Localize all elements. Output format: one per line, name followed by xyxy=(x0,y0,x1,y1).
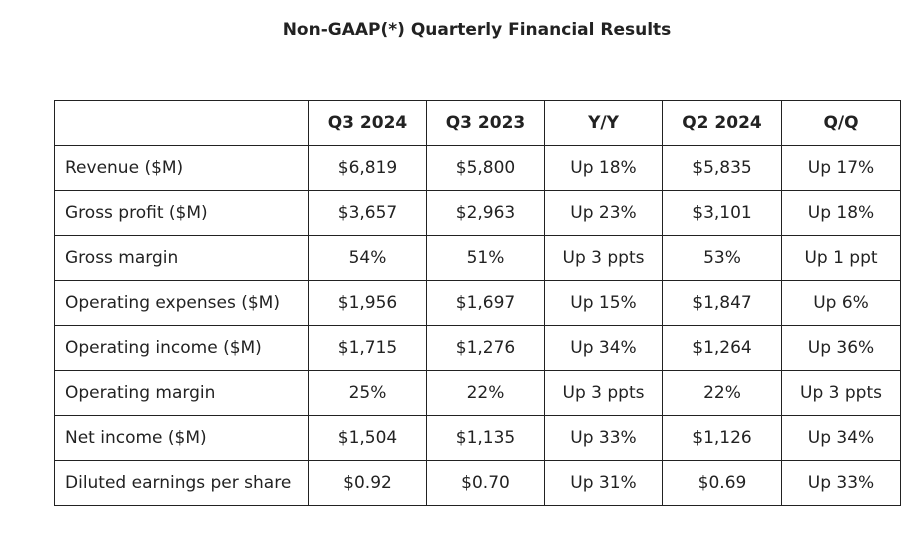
table-row: Gross profit ($M) $3,657 $2,963 Up 23% $3,10… xyxy=(54,190,901,236)
value-cell: 54% xyxy=(308,235,427,281)
header-cell-q3-2024: Q3 2024 xyxy=(308,100,427,146)
value-cell: 22% xyxy=(662,370,782,416)
header-cell-q3-2023: Q3 2023 xyxy=(426,100,545,146)
value-cell: $5,835 xyxy=(662,145,782,191)
value-cell: Up 15% xyxy=(544,280,663,326)
value-cell: Up 36% xyxy=(781,325,901,371)
table-row: Diluted earnings per share $0.92 $0.70 Up 3… xyxy=(54,460,901,506)
value-cell: $3,101 xyxy=(662,190,782,236)
value-cell: $0.92 xyxy=(308,460,427,506)
row-label-cell: Operating income ($M) xyxy=(54,325,309,371)
table-row: Operating expenses ($M) $1,956 $1,697 Up 15… xyxy=(54,280,901,326)
value-cell: Up 31% xyxy=(544,460,663,506)
table-row: Operating income ($M) $1,715 $1,276 Up 34% $… xyxy=(54,325,901,371)
value-cell: Up 33% xyxy=(781,460,901,506)
value-cell: $6,819 xyxy=(308,145,427,191)
value-cell: Up 3 ppts xyxy=(544,235,663,281)
value-cell: $1,697 xyxy=(426,280,545,326)
row-label-cell: Gross profit ($M) xyxy=(54,190,309,236)
value-cell: Up 3 ppts xyxy=(544,370,663,416)
table-row: Net income ($M) $1,504 $1,135 Up 33% $1,126 U… xyxy=(54,415,901,461)
row-label-cell: Operating margin xyxy=(54,370,309,416)
row-label-cell: Net income ($M) xyxy=(54,415,309,461)
table-row: Revenue ($M) $6,819 $5,800 Up 18% $5,835 Up 1… xyxy=(54,145,901,191)
value-cell: Up 17% xyxy=(781,145,901,191)
page-title: Non-GAAP(*) Quarterly Financial Results xyxy=(282,20,672,40)
value-cell: $3,657 xyxy=(308,190,427,236)
value-cell: $1,956 xyxy=(308,280,427,326)
value-cell: Up 33% xyxy=(544,415,663,461)
header-cell-blank xyxy=(54,100,309,146)
value-cell: Up 6% xyxy=(781,280,901,326)
header-cell-yy: Y/Y xyxy=(544,100,663,146)
value-cell: $1,264 xyxy=(662,325,782,371)
value-cell: $1,276 xyxy=(426,325,545,371)
financial-results-table: Q3 2024 Q3 2023 Y/Y Q2 2024 Q/Q Revenue … xyxy=(54,100,901,506)
value-cell: 51% xyxy=(426,235,545,281)
row-label-cell: Operating expenses ($M) xyxy=(54,280,309,326)
value-cell: $0.69 xyxy=(662,460,782,506)
value-cell: $2,963 xyxy=(426,190,545,236)
value-cell: 22% xyxy=(426,370,545,416)
table-header-row: Q3 2024 Q3 2023 Y/Y Q2 2024 Q/Q xyxy=(54,100,901,146)
header-cell-q2-2024: Q2 2024 xyxy=(662,100,782,146)
value-cell: $5,800 xyxy=(426,145,545,191)
value-cell: 53% xyxy=(662,235,782,281)
value-cell: $1,715 xyxy=(308,325,427,371)
value-cell: $0.70 xyxy=(426,460,545,506)
value-cell: Up 3 ppts xyxy=(781,370,901,416)
value-cell: $1,504 xyxy=(308,415,427,461)
table-row: Operating margin 25% 22% Up 3 ppts 22% Up 3 p… xyxy=(54,370,901,416)
value-cell: Up 34% xyxy=(544,325,663,371)
value-cell: $1,135 xyxy=(426,415,545,461)
table-body: Revenue ($M) $6,819 $5,800 Up 18% $5,835 Up 1… xyxy=(54,145,901,506)
value-cell: Up 18% xyxy=(781,190,901,236)
value-cell: Up 34% xyxy=(781,415,901,461)
table-row: Gross margin 54% 51% Up 3 ppts 53% Up 1 ppt xyxy=(54,235,901,281)
value-cell: Up 23% xyxy=(544,190,663,236)
value-cell: $1,126 xyxy=(662,415,782,461)
row-label-cell: Diluted earnings per share xyxy=(54,460,309,506)
header-cell-qq: Q/Q xyxy=(781,100,901,146)
value-cell: Up 18% xyxy=(544,145,663,191)
row-label-cell: Gross margin xyxy=(54,235,309,281)
value-cell: $1,847 xyxy=(662,280,782,326)
value-cell: 25% xyxy=(308,370,427,416)
row-label-cell: Revenue ($M) xyxy=(54,145,309,191)
value-cell: Up 1 ppt xyxy=(781,235,901,281)
